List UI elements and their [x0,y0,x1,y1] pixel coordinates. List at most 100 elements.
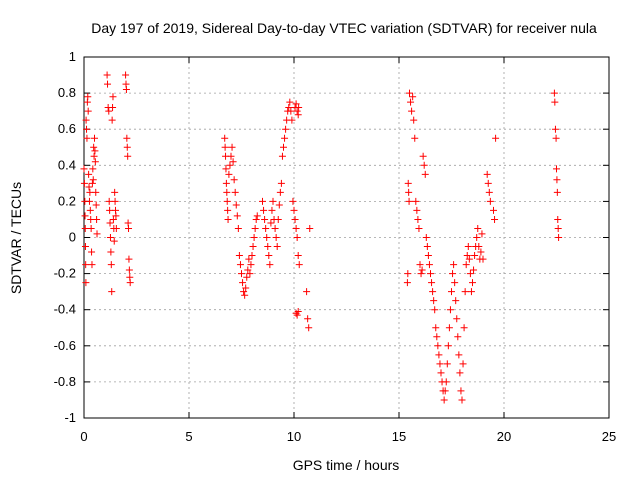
data-point [490,206,497,214]
data-point [106,234,114,241]
data-point [419,152,427,160]
y-tick-label: -0.6 [54,338,76,353]
data-point [82,279,90,287]
data-point [415,224,423,232]
data-point [306,224,314,232]
data-point [243,273,251,281]
data-point [91,134,98,142]
data-point [491,215,499,223]
data-point [427,270,434,278]
data-point [410,116,418,124]
data-point [288,116,296,124]
data-point [411,134,419,142]
data-point [280,143,287,151]
data-point [416,261,424,269]
data-point [269,197,277,205]
x-tick-label: 5 [185,429,192,444]
data-point [107,261,115,269]
data-point [293,107,301,115]
data-point [492,134,500,142]
data-point [435,351,443,359]
data-point [230,176,238,184]
data-point [236,261,244,269]
data-point [424,252,432,260]
data-point [105,197,113,205]
data-point [125,224,133,232]
data-point [110,237,118,245]
data-point [83,134,91,142]
data-point [407,98,415,106]
chart-title: Day 197 of 2019, Sidereal Day-to-day VTE… [91,20,597,36]
data-point [282,125,290,133]
data-point [463,252,471,260]
data-point [122,85,130,93]
data-point [436,360,444,368]
data-point [224,206,232,214]
data-point [85,197,93,205]
data-point [112,224,120,232]
data-points [80,71,563,404]
grid-lines [84,57,609,418]
data-point [84,93,92,101]
data-point [109,93,117,101]
data-point [437,369,445,377]
data-point [432,324,440,332]
data-point [109,104,117,112]
data-point [91,147,99,155]
data-point [249,243,257,251]
data-point [459,360,467,368]
data-point [248,252,256,260]
data-point [473,234,481,241]
y-tick-label: -0.4 [54,302,76,317]
data-point [294,252,302,260]
x-tick-label: 15 [392,429,406,444]
data-point [221,134,229,142]
data-point [240,288,248,296]
data-point [305,324,313,332]
data-point [106,206,114,214]
data-point [409,93,417,101]
y-tick-label: 0.4 [58,157,76,172]
data-point [484,179,492,187]
data-point [406,89,413,97]
data-point [553,188,561,196]
data-point [454,333,462,341]
data-point [431,306,439,314]
data-point [229,158,237,166]
data-point [239,279,247,287]
data-point [552,134,560,142]
data-point [448,288,455,296]
data-point [221,143,229,151]
data-point [90,143,98,151]
data-point [244,266,252,274]
data-point [290,206,298,214]
data-point [251,224,259,232]
data-point [425,261,433,269]
data-point [418,266,426,274]
data-point [85,183,93,191]
data-point [107,248,115,256]
data-point [449,270,457,278]
data-point [246,270,254,278]
x-tick-label: 10 [287,429,301,444]
data-point [82,116,90,124]
data-point [467,288,475,296]
data-point [434,342,442,350]
data-point [451,279,459,287]
data-point [285,104,293,112]
data-point [253,212,261,220]
data-point [271,224,279,232]
data-point [466,270,474,278]
data-point [289,197,297,205]
data-point [304,315,312,323]
data-point [483,170,491,178]
data-point [245,255,253,263]
y-tick-label: -0.8 [54,374,76,389]
data-point [471,252,479,260]
data-point [91,158,99,166]
data-point [112,212,120,220]
data-point [224,215,232,223]
data-point [277,179,285,187]
data-point [88,179,96,187]
data-point [83,125,91,133]
